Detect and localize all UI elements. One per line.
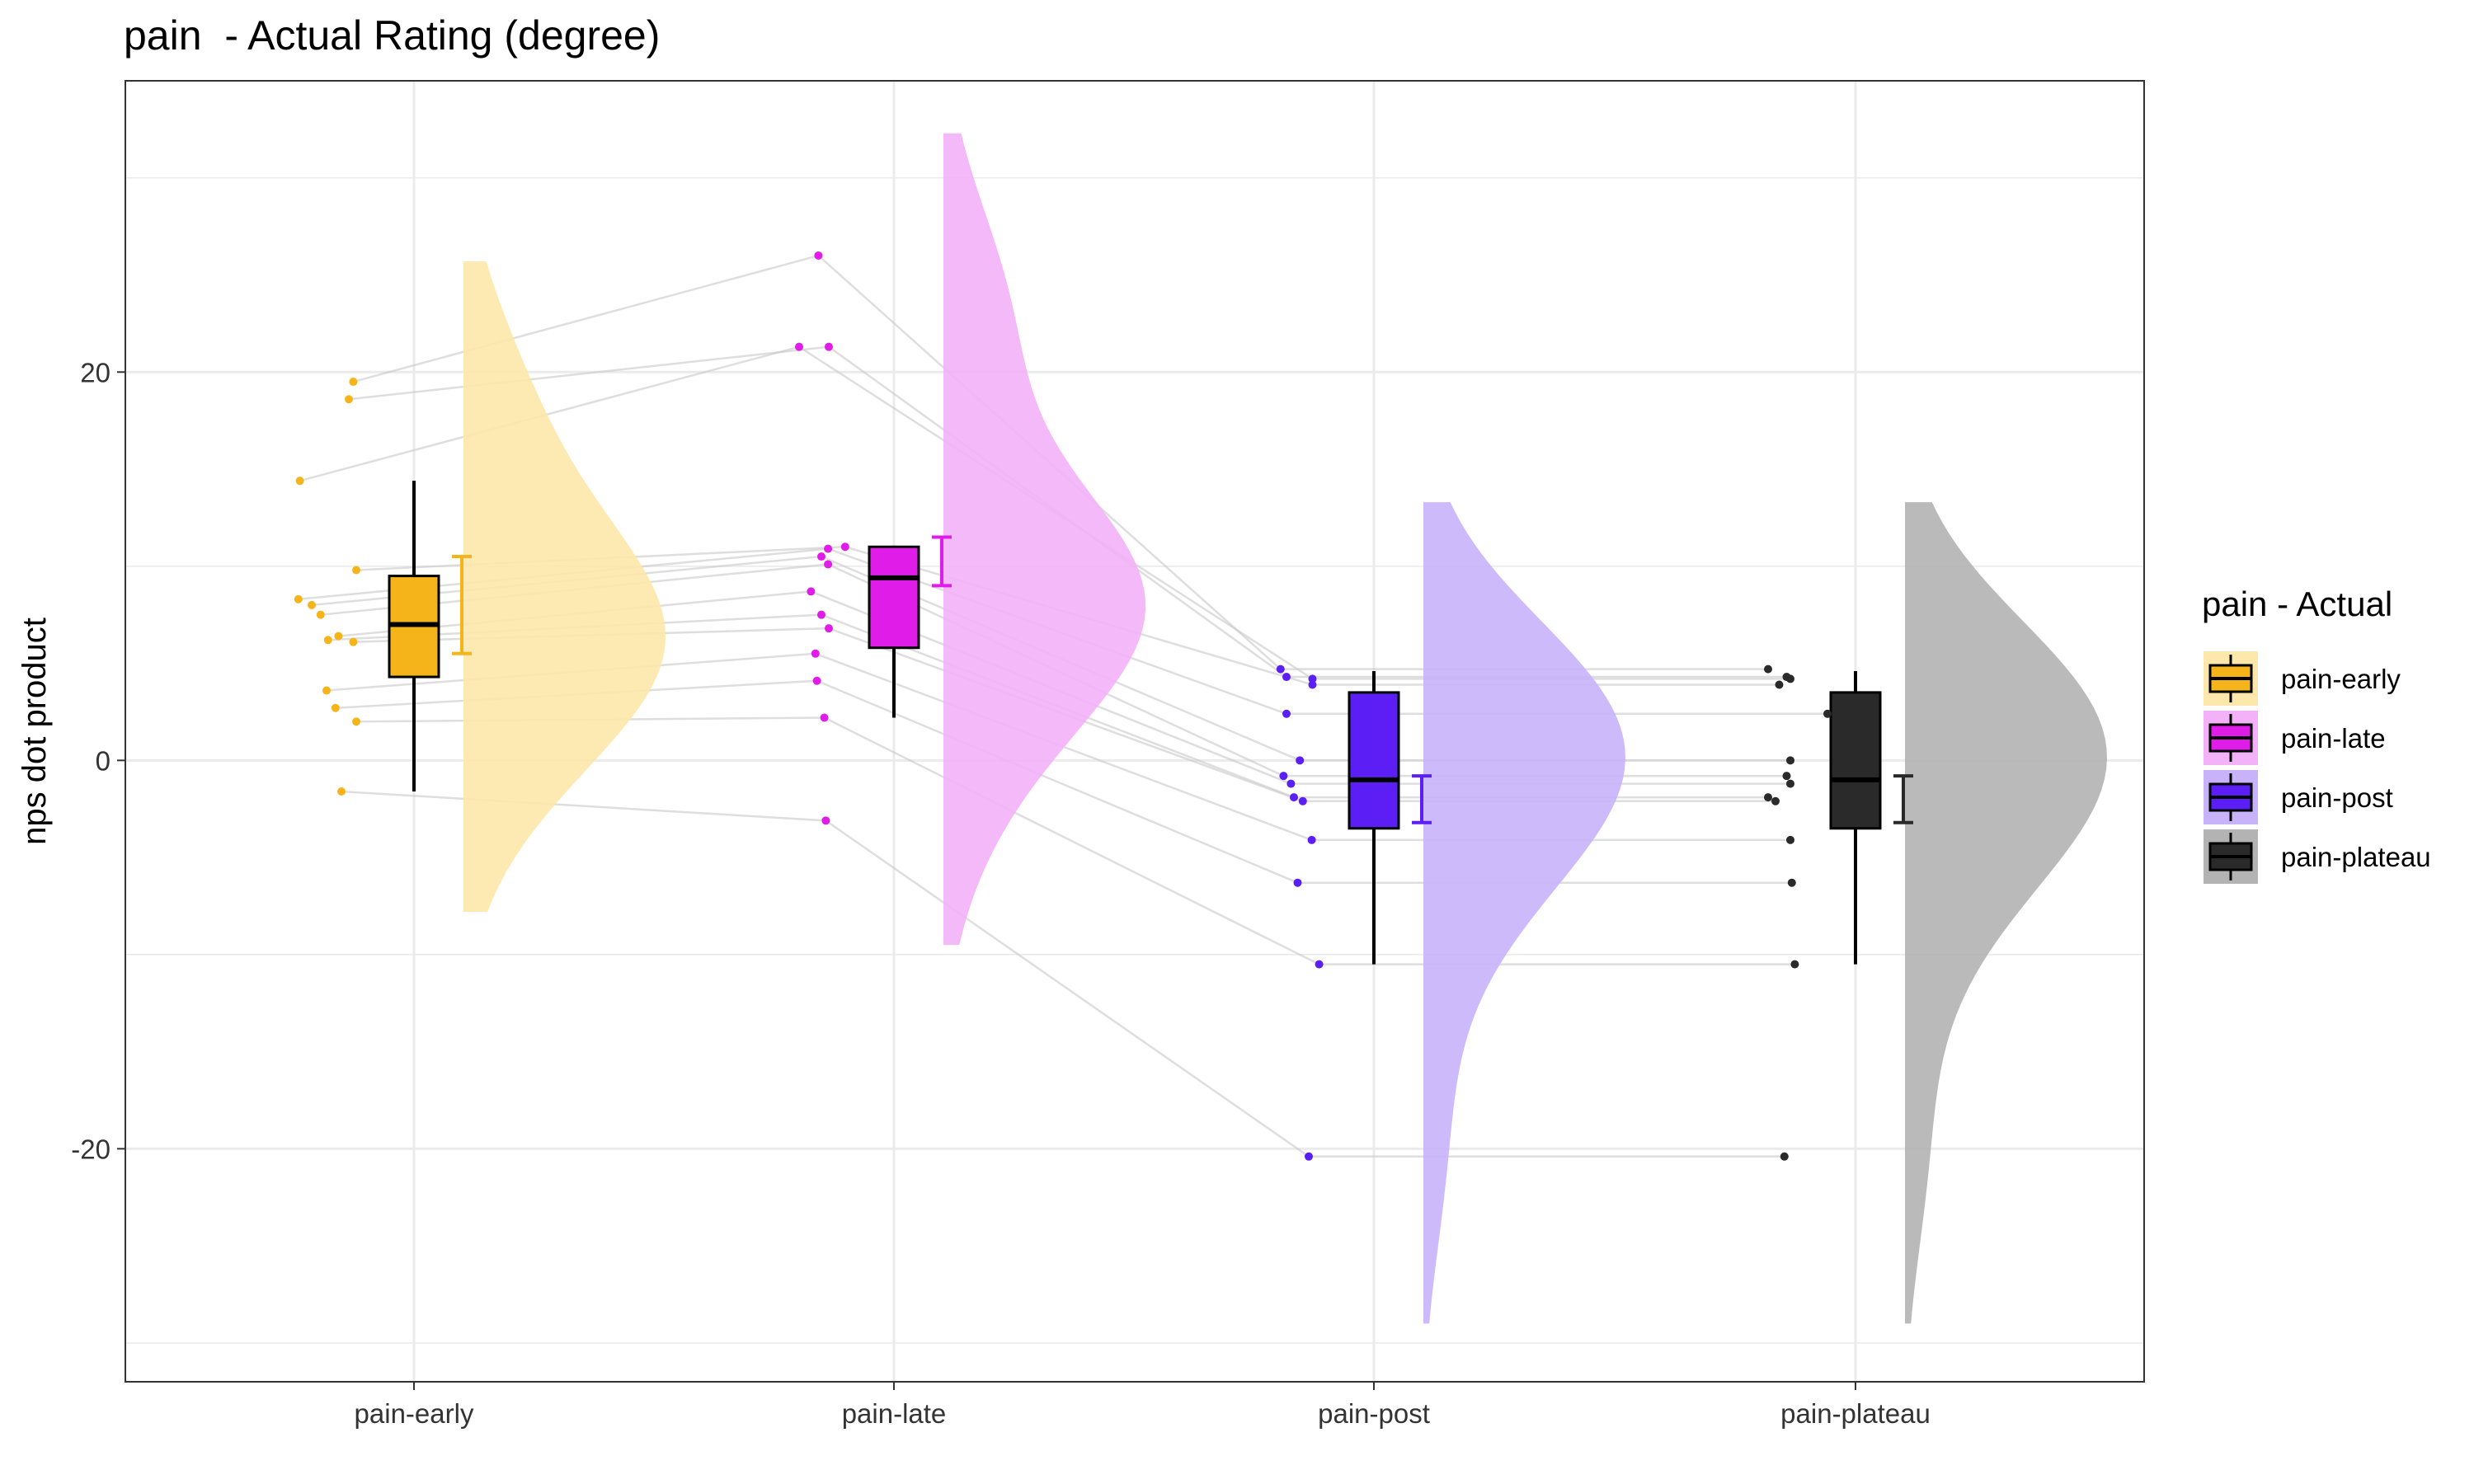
axes: -20 0 20 pain-early pain-late pain-post pain-p… [16, 357, 1931, 1429]
data-point [1790, 960, 1799, 969]
box-pain-late [868, 545, 920, 650]
data-point [840, 542, 849, 552]
data-point [1290, 793, 1298, 802]
chart-title: pain - Actual Rating (degree) [124, 12, 661, 59]
data-point [1282, 673, 1291, 682]
data-point [1298, 796, 1307, 805]
plot-panel-border [125, 80, 2145, 1383]
legend-title: pain - Actual [2202, 585, 2392, 623]
box-pain-plateau [1829, 691, 1882, 830]
data-point [1823, 709, 1832, 718]
data-point [334, 632, 343, 641]
data-point [349, 637, 358, 646]
density-cloud-pain-late [943, 133, 1145, 946]
y-tick-label: 0 [96, 745, 111, 776]
data-point [1315, 960, 1324, 969]
subject-points [294, 251, 1832, 1161]
density-cloud-pain-post [1423, 502, 1625, 1324]
data-point [1764, 793, 1772, 802]
data-point [1282, 709, 1291, 718]
data-point [352, 566, 360, 575]
data-point [814, 251, 823, 260]
legend-label: pain-early [2281, 664, 2401, 694]
legend-label: pain-post [2281, 782, 2393, 813]
data-point [1293, 878, 1302, 887]
y-tick-label: -20 [71, 1134, 111, 1164]
data-point [323, 636, 332, 645]
data-point [331, 703, 340, 712]
data-point [1771, 796, 1780, 805]
data-point [807, 587, 816, 596]
data-point [820, 713, 829, 722]
data-point [811, 649, 820, 658]
data-point [1786, 835, 1794, 844]
box-pain-post [1348, 691, 1400, 830]
data-point [345, 395, 353, 404]
data-point [795, 342, 803, 351]
x-tick-label: pain-early [355, 1398, 474, 1429]
data-point [1308, 674, 1317, 683]
subject-line [341, 790, 1785, 1158]
data-point [337, 787, 346, 796]
data-point [817, 552, 825, 561]
data-point [1307, 835, 1316, 844]
legend-label: pain-late [2281, 723, 2386, 754]
data-point [825, 624, 833, 633]
data-point [1276, 665, 1285, 674]
data-point [308, 600, 316, 609]
data-point [316, 610, 325, 619]
legend: pain - Actual pain-early pain-late pain-pos… [2202, 585, 2431, 884]
data-point [295, 477, 304, 486]
x-tick-label: pain-post [1318, 1398, 1430, 1429]
data-point [1308, 680, 1317, 689]
data-point [817, 610, 825, 619]
data-point [1786, 756, 1794, 765]
y-tick-label: 20 [80, 357, 111, 387]
boxplots [388, 481, 1913, 965]
data-point [824, 560, 833, 569]
density-cloud-pain-plateau [1905, 502, 2107, 1324]
data-point [824, 544, 833, 553]
x-tick-label: pain-late [842, 1398, 947, 1429]
data-point [1296, 756, 1305, 765]
density-clouds [463, 133, 2107, 1324]
data-point [294, 594, 303, 603]
y-axis-title: nps dot product [16, 618, 53, 845]
data-point [1787, 878, 1796, 887]
legend-label: pain-plateau [2281, 842, 2431, 872]
data-point [1305, 1152, 1313, 1161]
x-tick-label: pain-plateau [1780, 1398, 1931, 1429]
data-point [821, 816, 830, 825]
data-point [1786, 779, 1794, 788]
data-point [1786, 674, 1794, 683]
data-point [1279, 772, 1288, 781]
data-point [1775, 680, 1784, 689]
data-point [349, 378, 358, 387]
data-point [1782, 772, 1791, 781]
data-point [812, 676, 821, 685]
data-point [1764, 665, 1772, 674]
data-point [322, 686, 331, 695]
data-point [1286, 779, 1296, 788]
density-cloud-pain-early [463, 261, 666, 913]
data-point [352, 717, 360, 726]
data-point [825, 342, 833, 351]
data-point [1780, 1152, 1789, 1161]
